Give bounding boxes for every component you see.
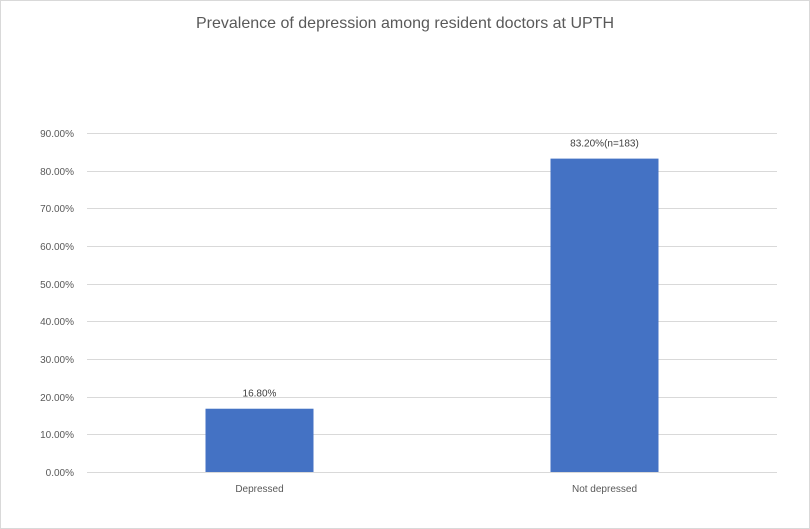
y-tick-label: 80.00%: [40, 167, 74, 178]
x-category-label: Not depressed: [572, 484, 637, 495]
y-tick-label: 60.00%: [40, 242, 74, 253]
data-label: 83.20%(n=183): [570, 139, 639, 150]
data-label: 16.80%: [243, 389, 277, 400]
bar-not-depressed: [550, 158, 659, 472]
y-tick-label: 40.00%: [40, 317, 74, 328]
y-tick-label: 10.00%: [40, 430, 74, 441]
chart-title: Prevalence of depression among resident …: [196, 15, 614, 32]
y-tick-label: 20.00%: [40, 393, 74, 404]
y-tick-label: 50.00%: [40, 280, 74, 291]
y-tick-label: 0.00%: [46, 468, 74, 479]
y-tick-label: 70.00%: [40, 204, 74, 215]
x-category-label: Depressed: [235, 484, 283, 495]
bar-depressed: [205, 408, 314, 472]
y-tick-label: 30.00%: [40, 355, 74, 366]
y-tick-label: 90.00%: [40, 129, 74, 140]
